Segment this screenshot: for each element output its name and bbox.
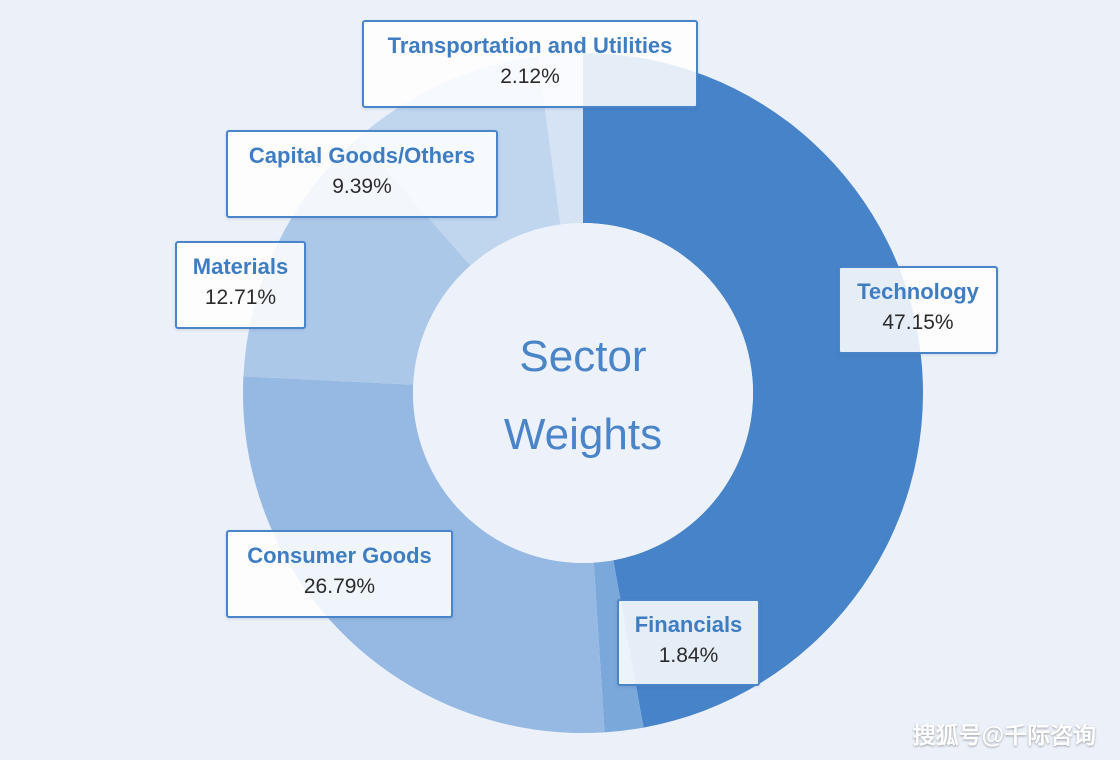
slice-label-value: 12.71% — [204, 286, 277, 309]
slice-label-value: 26.79% — [303, 575, 376, 598]
slice-label-value: 2.12% — [500, 65, 560, 88]
chart-title: Sector Weights — [433, 318, 733, 474]
slice-label-name: Transportation and Utilities — [387, 33, 673, 58]
slice-label-name: Materials — [192, 254, 289, 279]
slice-technology — [583, 53, 924, 728]
slice-label-name: Consumer Goods — [247, 543, 432, 568]
donut-hole — [413, 223, 753, 563]
slice-label-capital-goods-others: Capital Goods/Others 9.39% — [226, 130, 498, 218]
slice-label-value: 47.15% — [882, 311, 954, 334]
slice-label-transportation-and-utilities: Transportation and Utilities 2.12% — [362, 20, 698, 108]
slice-label-financials: Financials 1.84% — [617, 599, 760, 686]
slice-label-name: Financials — [634, 612, 743, 637]
chart-title-line-2: Weights — [503, 410, 663, 459]
watermark: 搜狐号@千际咨询 — [912, 722, 1096, 748]
slice-label-value: 1.84% — [658, 644, 719, 667]
slice-label-technology: Technology 47.15% — [838, 266, 998, 354]
slice-label-value: 9.39% — [332, 175, 392, 198]
slice-label-consumer-goods: Consumer Goods 26.79% — [226, 530, 453, 618]
slice-label-name: Capital Goods/Others — [248, 143, 476, 168]
slice-label-name: Technology — [857, 279, 979, 304]
chart-title-line-1: Sector — [519, 332, 647, 381]
slice-label-materials: Materials 12.71% — [175, 241, 306, 329]
